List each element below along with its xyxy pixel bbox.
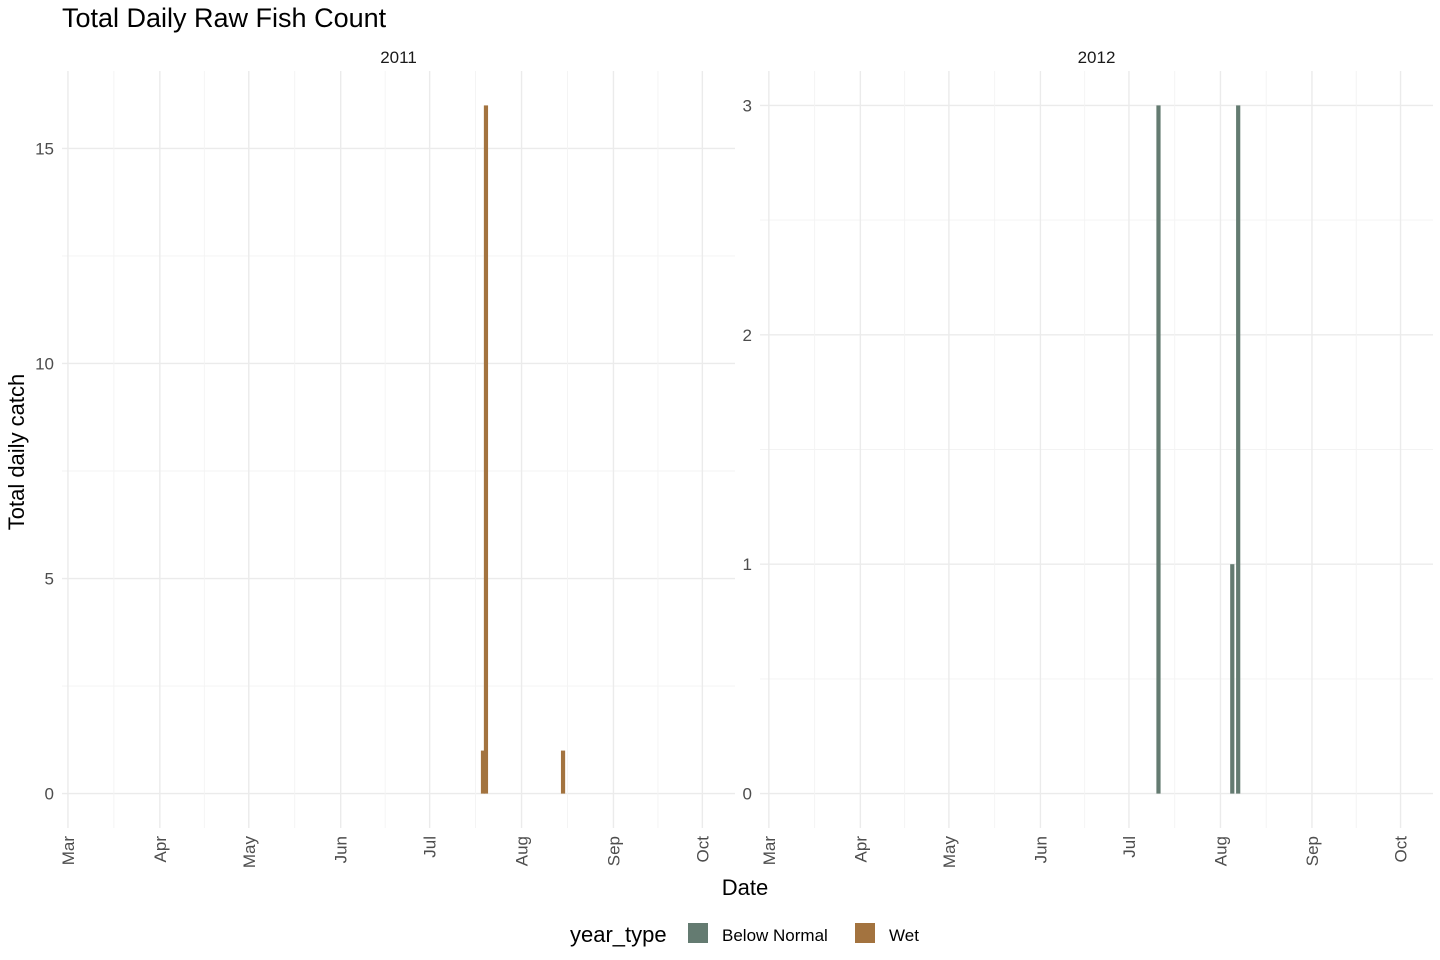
y-tick-label: 10 (35, 354, 54, 373)
legend-items: Below Normal Wet (688, 923, 919, 945)
bar-wet (560, 750, 566, 794)
x-tick-label: Apr (151, 836, 170, 863)
y-tick-label: 1 (743, 555, 752, 574)
y-tick-label: 5 (45, 570, 54, 589)
bar-below-normal (1236, 105, 1241, 794)
chart-title: Total Daily Raw Fish Count (62, 3, 387, 33)
bar-below-normal (1156, 105, 1161, 794)
legend-label: Wet (889, 926, 919, 945)
legend-key-wet (855, 923, 875, 943)
legend-key-below-normal (688, 923, 708, 943)
bar-wet (483, 105, 489, 794)
x-tick-label: Oct (693, 836, 712, 863)
x-tick-label: Jun (1031, 836, 1050, 863)
x-tick-label: Aug (1211, 836, 1230, 866)
legend-label: Below Normal (722, 926, 828, 945)
x-tick-label: May (240, 836, 259, 869)
facet-strip-label: 2012 (1078, 48, 1116, 67)
x-tick-label: May (940, 836, 959, 869)
x-tick-label: Sep (1303, 836, 1322, 866)
legend-title: year_type (570, 922, 667, 947)
y-tick-label: 0 (743, 785, 752, 804)
x-tick-label: Oct (1392, 836, 1411, 863)
y-axis-title: Total daily catch (4, 374, 29, 531)
bar-below-normal (1230, 564, 1235, 794)
facet-panel-2011: 2011 0 5 10 15 Mar Apr May Jun Jul Aug Sep Oct (35, 48, 735, 868)
y-tick-label: 0 (45, 785, 54, 804)
x-tick-label: Apr (851, 836, 870, 863)
x-tick-label: Aug (513, 836, 532, 866)
x-tick-label: Sep (604, 836, 623, 866)
legend: year_type Below Normal Wet (570, 922, 919, 947)
y-tick-label: 15 (35, 139, 54, 158)
x-tick-label: Jun (332, 836, 351, 863)
x-tick-label: Mar (59, 836, 78, 866)
bar-wet (480, 750, 486, 794)
x-tick-label: Jul (421, 836, 440, 858)
x-tick-label: Mar (760, 836, 779, 866)
x-tick-label: Jul (1120, 836, 1139, 858)
x-axis-title: Date (722, 875, 768, 900)
facet-strip-label: 2011 (380, 48, 417, 67)
y-tick-label: 2 (743, 326, 752, 345)
y-tick-label: 3 (743, 96, 752, 115)
